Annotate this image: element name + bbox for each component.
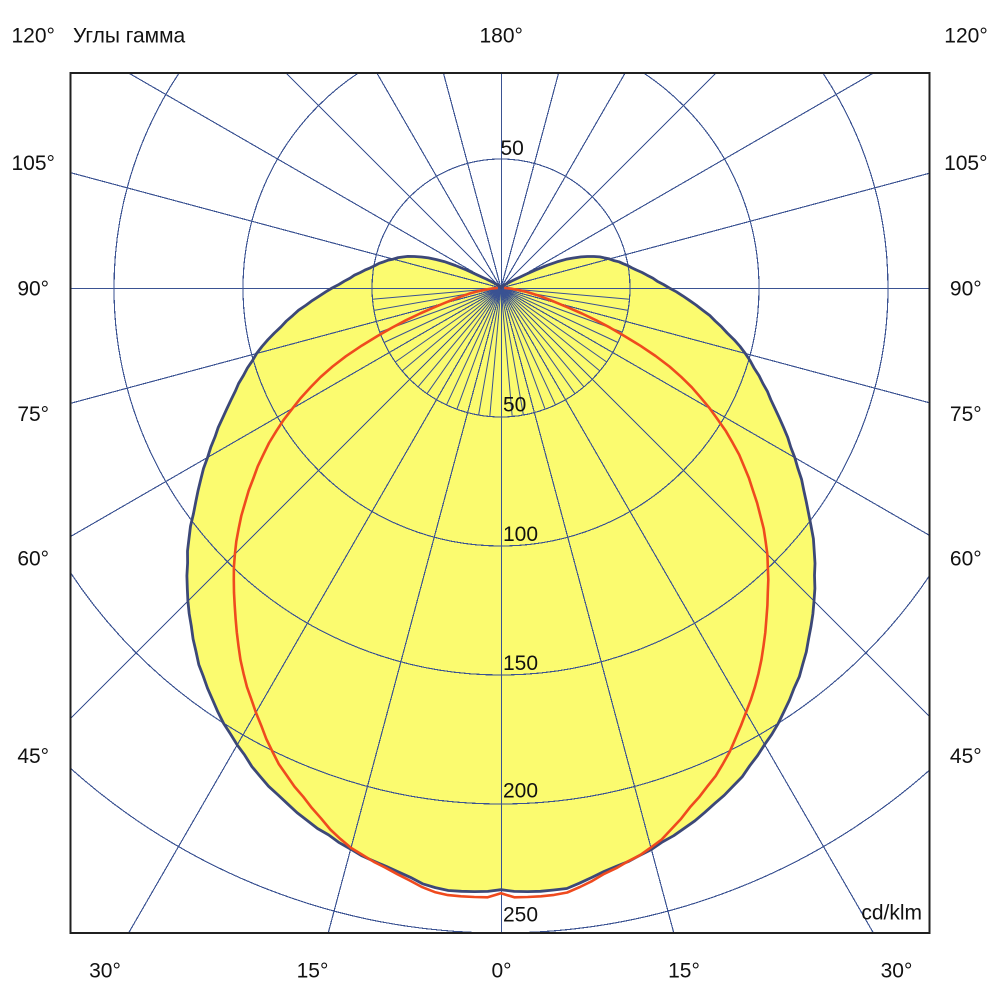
svg-text:200: 200 — [503, 780, 538, 803]
svg-text:cd/klm: cd/klm — [861, 902, 922, 925]
svg-text:15°: 15° — [668, 959, 700, 982]
svg-text:100: 100 — [503, 523, 538, 546]
svg-text:Углы гамма: Углы гамма — [73, 25, 186, 48]
svg-text:120°: 120° — [11, 25, 54, 48]
svg-text:0°: 0° — [491, 959, 511, 982]
svg-text:105°: 105° — [944, 152, 987, 175]
svg-text:30°: 30° — [881, 959, 913, 982]
svg-text:15°: 15° — [297, 959, 329, 982]
svg-text:90°: 90° — [950, 278, 982, 301]
svg-text:75°: 75° — [950, 403, 982, 426]
svg-text:45°: 45° — [17, 745, 49, 768]
svg-text:50: 50 — [503, 394, 526, 417]
svg-text:75°: 75° — [17, 403, 49, 426]
svg-text:120°: 120° — [944, 25, 987, 48]
svg-text:180°: 180° — [479, 25, 522, 48]
svg-text:90°: 90° — [17, 278, 49, 301]
svg-text:105°: 105° — [11, 152, 54, 175]
svg-text:150: 150 — [503, 652, 538, 675]
svg-text:45°: 45° — [950, 745, 982, 768]
svg-text:60°: 60° — [950, 547, 982, 570]
svg-text:30°: 30° — [89, 959, 121, 982]
svg-text:250: 250 — [503, 904, 538, 927]
svg-text:60°: 60° — [17, 547, 49, 570]
svg-text:50: 50 — [501, 137, 524, 160]
